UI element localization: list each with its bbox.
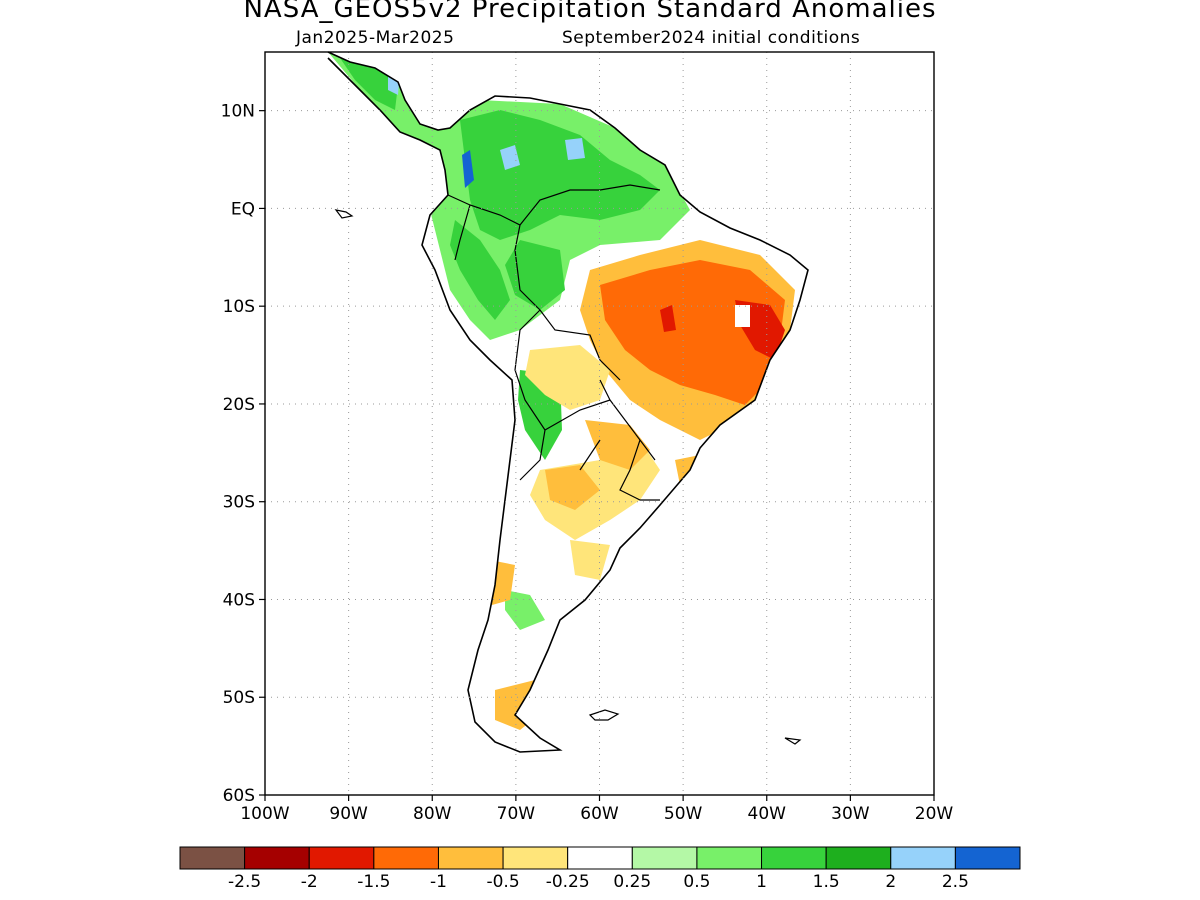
lat-tick-label: 60S <box>223 786 255 806</box>
country-borders <box>447 184 661 501</box>
colorbar-swatch <box>631 846 698 870</box>
colorbar-swatch <box>825 846 892 870</box>
lat-tick-label: 40S <box>223 590 255 610</box>
coastline-layer <box>327 51 809 753</box>
lon-tick-label: 80W <box>413 804 452 824</box>
anomaly-fill-layer <box>328 52 808 752</box>
lon-tick-label: 90W <box>329 804 368 824</box>
lon-tick-label: 20W <box>915 804 954 824</box>
colorbar-label: 1.5 <box>813 872 840 892</box>
lon-tick-label: 50W <box>664 804 703 824</box>
falkland-islands <box>588 709 620 721</box>
colorbar-label: -2.5 <box>228 872 261 892</box>
continent-coastline <box>327 51 809 753</box>
colorbar-label: 0.5 <box>683 872 710 892</box>
map-title: NASA_GEOS5v2 Precipitation Standard Anom… <box>243 0 937 24</box>
colorbar-swatch <box>244 846 310 870</box>
colorbar-label: -1.5 <box>357 872 390 892</box>
colorbar-swatch <box>890 846 956 870</box>
colorbar-swatch <box>954 846 1021 870</box>
forecast-period: Jan2025-Mar2025 <box>296 28 455 48</box>
colorbar-label: -2 <box>301 872 318 892</box>
initial-conditions: September2024 initial conditions <box>562 28 861 48</box>
colorbar-swatch <box>696 846 763 870</box>
colorbar-label: -0.5 <box>486 872 519 892</box>
colorbar-swatch <box>308 846 375 870</box>
colorbar-swatch <box>567 846 633 870</box>
lon-tick-label: 60W <box>580 804 619 824</box>
colorbar-label: -1 <box>430 872 447 892</box>
colorbar-swatch <box>502 846 569 870</box>
colorbar-swatch <box>761 846 827 870</box>
lon-tick-label: 100W <box>240 804 289 824</box>
lat-tick-label: 30S <box>223 493 255 513</box>
colorbar-label: 0.25 <box>613 872 651 892</box>
colorbar-label: 2.5 <box>942 872 969 892</box>
colorbar-label: -0.25 <box>546 872 590 892</box>
colorbar-label: 2 <box>885 872 896 892</box>
lat-tick-label: 10S <box>223 297 255 317</box>
lat-tick-label: EQ <box>231 199 255 219</box>
colorbar-swatch <box>437 846 504 870</box>
lon-tick-label: 30W <box>831 804 870 824</box>
lat-tick-label: 10N <box>221 102 255 122</box>
galapagos-islands <box>334 209 354 219</box>
colorbar: -2.5 -2 -1.5 -1 -0.5 -0.25 0.25 0.5 1 1.5 2 2.5 <box>179 846 1021 892</box>
colorbar-label: 1 <box>756 872 767 892</box>
colorbar-swatch <box>179 846 246 870</box>
lon-tick-label: 40W <box>748 804 787 824</box>
lon-tick-label: 70W <box>497 804 536 824</box>
colorbar-swatch <box>373 846 439 870</box>
south-georgia <box>784 737 802 745</box>
lat-tick-label: 50S <box>223 688 255 708</box>
lat-tick-label: 20S <box>223 395 255 415</box>
